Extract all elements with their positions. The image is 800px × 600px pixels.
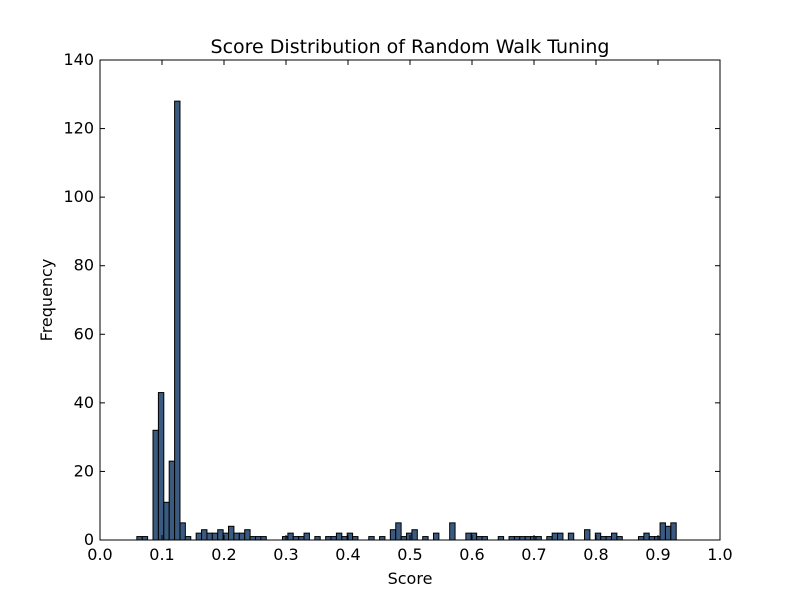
histogram-bar	[249, 536, 256, 541]
histogram-bar	[174, 100, 181, 541]
histogram-bar	[314, 536, 321, 541]
y-tick-label: 40	[74, 393, 94, 412]
histogram-bar	[557, 532, 564, 541]
histogram-bar	[206, 532, 213, 541]
histogram-bar	[157, 392, 165, 541]
histogram-bar	[260, 536, 267, 541]
histogram-bar	[238, 532, 246, 541]
histogram-bar	[325, 536, 332, 541]
histogram-bar	[244, 529, 251, 541]
histogram-bar	[546, 536, 553, 541]
histogram-bar	[163, 501, 170, 541]
x-tick-label: 0.8	[583, 545, 608, 564]
x-axis-title: Score	[388, 569, 433, 588]
histogram-bar	[600, 536, 607, 541]
histogram-bar	[659, 522, 666, 541]
histogram-bar	[341, 536, 348, 541]
histogram-bar	[201, 529, 208, 541]
y-tick-label: 140	[63, 50, 94, 69]
histogram-bar	[211, 532, 219, 541]
histogram-bar	[643, 532, 650, 541]
x-tick-label: 0.4	[335, 545, 360, 564]
histogram-bar	[395, 522, 402, 541]
histogram-bar	[611, 532, 618, 541]
histogram-bar	[400, 536, 408, 541]
x-tick-label: 0.2	[211, 545, 236, 564]
histogram-bar	[567, 532, 575, 541]
y-tick-label: 120	[63, 119, 94, 138]
histogram-bar	[281, 536, 289, 541]
histogram-bar	[664, 525, 672, 541]
histogram-bar	[616, 536, 623, 541]
histogram-bar	[449, 522, 456, 541]
x-tick-label: 0.0	[87, 545, 112, 564]
histogram-bar	[195, 532, 203, 541]
histogram-bar	[584, 529, 591, 541]
histogram-bar	[433, 532, 440, 541]
histogram-bar	[551, 532, 559, 541]
histogram-bar	[637, 536, 645, 541]
y-tick-label: 0	[84, 530, 94, 549]
histogram-bar	[303, 532, 310, 541]
histogram-bar	[136, 536, 143, 541]
x-tick-label: 0.9	[645, 545, 670, 564]
y-tick-label: 20	[74, 461, 94, 480]
histogram-bar	[233, 532, 240, 541]
histogram-bar	[670, 522, 677, 541]
histogram-bar	[298, 536, 305, 541]
histogram-bar	[648, 536, 656, 541]
ticks-group: 0.0 0.1 0.2 0.3 0.4 0.5 0.6 0.7 0.8 0.9 1.0 0 20 40 60…	[63, 50, 732, 564]
histogram-bar	[179, 522, 186, 541]
histogram-bar	[330, 536, 337, 541]
histogram-bar	[379, 536, 386, 541]
histogram-bar	[152, 429, 159, 541]
histogram-bar	[292, 536, 300, 541]
x-tick-label: 1.0	[707, 545, 732, 564]
y-tick-label: 80	[74, 256, 94, 275]
histogram-bar	[422, 536, 429, 541]
y-axis-title: Frequency	[37, 259, 56, 342]
histogram-bar	[508, 536, 515, 541]
histogram-bar	[406, 532, 413, 541]
histogram-bar	[287, 532, 294, 541]
y-tick-label: 100	[63, 187, 94, 206]
histogram-bar	[411, 529, 418, 541]
histogram-bar	[335, 532, 343, 541]
plot-frame	[99, 59, 721, 541]
histogram-bar	[476, 536, 483, 541]
histogram-bar	[530, 536, 537, 541]
histogram-bar	[535, 536, 542, 541]
y-tick-label: 60	[74, 324, 94, 343]
histogram-bar	[255, 536, 262, 541]
histogram-bar	[654, 536, 661, 541]
histogram-bar	[605, 536, 612, 541]
histogram-bar	[368, 536, 375, 541]
histogram-bar	[352, 536, 359, 541]
histogram-bar	[524, 536, 532, 541]
histogram-bar	[519, 536, 526, 541]
histogram-bar	[389, 529, 397, 541]
histogram-bar	[217, 529, 224, 541]
histogram-bar	[184, 536, 192, 541]
histogram-bar	[513, 536, 521, 541]
x-tick-label: 0.3	[273, 545, 298, 564]
histogram-bar	[465, 532, 472, 541]
bars-group	[136, 100, 677, 541]
histogram-bar	[168, 460, 176, 541]
x-tick-label: 0.5	[397, 545, 422, 564]
histogram-bar	[228, 525, 235, 541]
histogram-bar	[481, 536, 488, 541]
histogram-bar	[497, 536, 505, 541]
x-tick-label: 0.1	[149, 545, 174, 564]
histogram-bar	[141, 536, 149, 541]
x-tick-label: 0.6	[459, 545, 484, 564]
x-tick-label: 0.7	[521, 545, 546, 564]
chart-title: Score Distribution of Random Walk Tuning	[211, 36, 610, 58]
